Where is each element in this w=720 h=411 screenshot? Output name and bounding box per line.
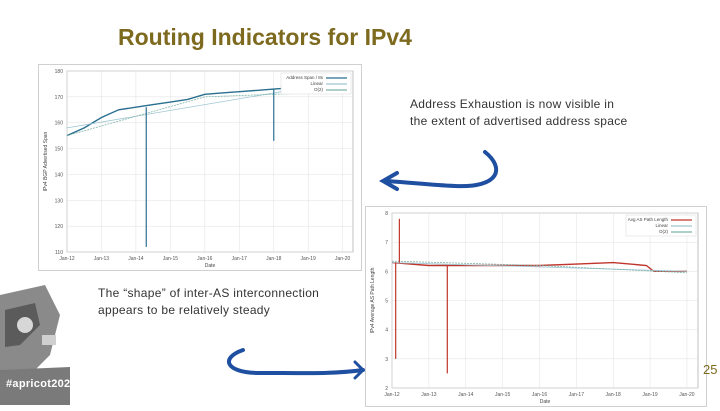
x-tick-label: Jan-13 bbox=[421, 392, 437, 398]
y-tick-label: 140 bbox=[55, 172, 64, 178]
address-span-chart: 110 120 130 140 150 160 170 180 Jan-12 Jan-13 Jan-… bbox=[38, 64, 362, 271]
address-span-chart-svg: 110 120 130 140 150 160 170 180 Jan-12 Jan-13 Jan-… bbox=[43, 69, 354, 269]
legend-label: Linear bbox=[655, 223, 668, 228]
x-axis-label: Date bbox=[540, 399, 551, 405]
x-tick-label: Jan-18 bbox=[606, 392, 622, 398]
y-tick-label: 160 bbox=[55, 121, 64, 127]
y-tick-label: 120 bbox=[55, 224, 64, 230]
note-address-exhaustion: Address Exhaustion is now visible in the… bbox=[410, 97, 628, 128]
x-tick-label: Jan-12 bbox=[59, 256, 75, 262]
y-tick-label: 130 bbox=[55, 198, 64, 204]
page-number: 25 bbox=[703, 362, 718, 377]
y-tick-label: 170 bbox=[55, 95, 64, 101]
legend-label: Address Span / 8s bbox=[286, 75, 324, 80]
y-tick-label: 7 bbox=[385, 240, 388, 246]
series-line-2 bbox=[391, 262, 687, 272]
slide-title: Routing Indicators for IPv4 bbox=[118, 24, 412, 50]
as-path-length-chart: 2 3 4 5 6 7 8 Jan-12 Jan-13 Jan-14 Jan-15 Jan-16 Jan… bbox=[365, 206, 707, 407]
x-tick-label: Jan-13 bbox=[94, 256, 110, 262]
x-tick-label: Jan-18 bbox=[266, 256, 282, 262]
y-tick-label: 2 bbox=[385, 386, 388, 392]
x-tick-label: Jan-12 bbox=[384, 392, 400, 398]
arrow-to-bottom-chart bbox=[227, 348, 366, 380]
x-tick-label: Jan-14 bbox=[128, 256, 144, 262]
legend-label: O(2) bbox=[659, 229, 669, 234]
x-tick-label: Jan-15 bbox=[163, 256, 179, 262]
arrow-to-top-chart bbox=[378, 150, 499, 191]
x-tick-label: Jan-19 bbox=[642, 392, 658, 398]
x-tick-label: Jan-16 bbox=[197, 256, 213, 262]
y-tick-label: 180 bbox=[55, 69, 64, 75]
y-tick-label: 3 bbox=[385, 357, 388, 363]
x-tick-label: Jan-15 bbox=[495, 392, 511, 398]
x-tick-label: Jan-14 bbox=[458, 392, 474, 398]
note-interconnection-shape: The “shape” of inter-AS interconnection … bbox=[98, 286, 320, 317]
y-tick-label: 8 bbox=[385, 211, 388, 217]
event-hashtag: #apricot2020 bbox=[6, 378, 77, 390]
x-tick-label: Jan-17 bbox=[232, 256, 248, 262]
y-tick-label: 150 bbox=[55, 147, 64, 153]
x-tick-label: Jan-20 bbox=[335, 256, 351, 262]
x-tick-label: Jan-16 bbox=[532, 392, 548, 398]
y-axis-label: IPv4 Average AS Path Length bbox=[370, 267, 376, 333]
y-tick-label: 4 bbox=[385, 328, 388, 334]
conference-logo-graphic bbox=[0, 275, 70, 405]
y-axis-label: IPv4 BGP Advertised Span bbox=[43, 131, 49, 191]
series-line-3 bbox=[391, 260, 687, 274]
plot-area bbox=[66, 70, 354, 253]
x-axis-label: Date bbox=[205, 263, 216, 269]
legend-label: O(2) bbox=[314, 87, 324, 92]
legend-label: Linear bbox=[310, 81, 323, 86]
legend-label: Avg AS Path Length bbox=[628, 217, 669, 222]
x-tick-label: Jan-17 bbox=[569, 392, 585, 398]
y-tick-label: 5 bbox=[385, 299, 388, 305]
y-tick-label: 110 bbox=[55, 250, 63, 256]
as-path-length-chart-svg: 2 3 4 5 6 7 8 Jan-12 Jan-13 Jan-14 Jan-15 Jan-16 Jan… bbox=[370, 211, 699, 405]
x-tick-label: Jan-19 bbox=[301, 256, 317, 262]
x-tick-label: Jan-20 bbox=[679, 392, 695, 398]
y-tick-label: 6 bbox=[385, 269, 388, 275]
